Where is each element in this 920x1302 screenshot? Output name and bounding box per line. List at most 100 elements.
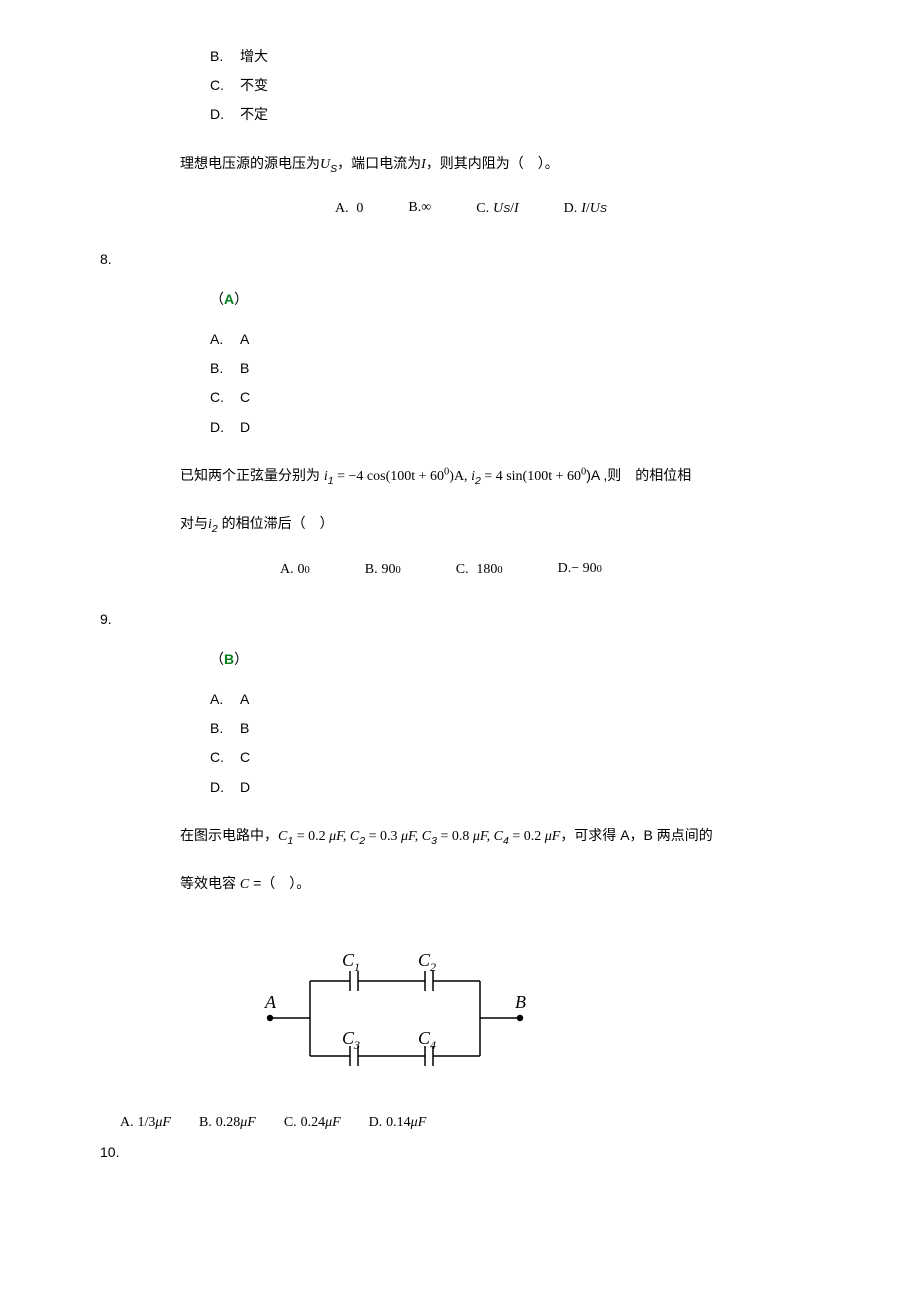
q9-options: A. A B. B C. C D. D: [210, 687, 820, 800]
q8-number: 8.: [100, 247, 820, 272]
q8-stem: 理想电压源的源电压为US，端口电流为I，则其内阻为（ ）。: [180, 148, 820, 181]
unit: μF,: [329, 829, 350, 844]
q9-answer-paren: （B）: [210, 647, 820, 672]
option-text: D: [240, 415, 250, 440]
var-c: C: [240, 877, 249, 892]
eq-part: )A,: [449, 469, 471, 484]
choice-value: 0.24: [301, 1110, 326, 1135]
paren-close: ）: [234, 291, 248, 307]
q8-options: A. A B. B C. C D. D: [210, 327, 820, 440]
choice-letter: D.: [369, 1110, 383, 1135]
label-c3s: 3: [353, 1038, 360, 1052]
paren-open: （: [210, 651, 224, 667]
option-letter: C.: [210, 385, 240, 410]
choice-us: U: [590, 196, 600, 221]
eq-val: = 0.3: [365, 829, 401, 844]
stem-text: 理想电压源的源电压为: [180, 155, 320, 171]
label-c2s: 2: [430, 960, 436, 974]
answer-choice-a: A. 1/3μF: [120, 1109, 171, 1135]
option-text: C: [240, 385, 250, 410]
choice-sub: S: [503, 200, 510, 219]
stem-text: =（ ）。: [249, 875, 310, 891]
answer-choice-d: D. − 900: [558, 556, 602, 582]
option-letter: B.: [210, 44, 240, 69]
option-letter: A.: [210, 687, 240, 712]
stem-text: ，端口电流为: [337, 155, 421, 171]
paren-open: （: [210, 291, 224, 307]
label-b: B: [515, 992, 526, 1012]
q9-stem-line2: 对与i2 的相位滞后（ ）: [180, 508, 820, 541]
label-c4s: 4: [430, 1038, 436, 1052]
option-letter: B.: [210, 356, 240, 381]
choice-sub: S: [600, 200, 607, 219]
unit: μF,: [473, 829, 494, 844]
answer-choice-b: B. 900: [365, 556, 401, 582]
option-text: D: [240, 775, 250, 800]
degree: 0: [305, 562, 310, 581]
q10-number: 10.: [100, 1140, 820, 1165]
option-text: B: [240, 356, 249, 381]
option-text: A: [240, 687, 249, 712]
q8-answer-row: A. 0 B. ∞ C. US/I D. I/US: [335, 195, 820, 221]
unit: μF: [545, 829, 561, 844]
q9-answer-row: A. 00 B. 900 C. 1800 D. − 900: [280, 556, 820, 582]
var-c4: C: [494, 829, 503, 844]
choice-letter: A.: [335, 196, 349, 221]
correct-answer: B: [224, 651, 234, 667]
q10-stem-line2: 等效电容 C =（ ）。: [180, 868, 820, 901]
choice-value: 90: [382, 557, 396, 582]
eq-part: )A ,则 的相位相: [586, 467, 691, 483]
var-c1: C: [278, 829, 287, 844]
q9-number: 9.: [100, 607, 820, 632]
stem-text: ，可求得 A，B 两点间的: [560, 827, 712, 843]
choice-letter: A.: [280, 557, 294, 582]
option-letter: D.: [210, 775, 240, 800]
answer-choice-c: C. US/I: [476, 195, 518, 221]
answer-choice-b: B. 0.28μF: [199, 1109, 256, 1135]
choice-letter: C.: [476, 196, 489, 221]
choice-letter: C.: [456, 557, 469, 582]
choice-letter: A.: [120, 1110, 134, 1135]
option-line: D. 不定: [210, 102, 820, 127]
stem-text: 已知两个正弦量分别为: [180, 467, 324, 483]
q10-stem: 在图示电路中，C1 = 0.2 μF, C2 = 0.3 μF, C3 = 0.…: [180, 820, 820, 853]
stem-text: ，则其内阻为（ ）。: [426, 155, 559, 171]
option-letter: D.: [210, 415, 240, 440]
unit: μF,: [401, 829, 422, 844]
choice-value: 0.14: [386, 1110, 411, 1135]
unit: μF: [240, 1110, 256, 1135]
paren-close: ）: [234, 651, 248, 667]
eq-val: = 0.8: [437, 829, 473, 844]
label-a: A: [264, 992, 277, 1012]
eq-part: = 4 sin(100t + 60: [481, 469, 581, 484]
answer-choice-b: B. ∞: [408, 195, 431, 221]
stem-text: 的相位滞后（ ）: [218, 515, 334, 531]
choice-value: ∞: [421, 195, 431, 220]
svg-text:C4: C4: [418, 1028, 436, 1052]
option-line: B. 增大: [210, 44, 820, 69]
option-text: 增大: [240, 44, 268, 69]
option-letter: C.: [210, 745, 240, 770]
q8-answer-paren: （A）: [210, 287, 820, 312]
answer-choice-d: D. 0.14μF: [369, 1109, 427, 1135]
label-c1s: 1: [354, 960, 360, 974]
unit: μF: [155, 1110, 171, 1135]
eq-val: = 0.2: [293, 829, 329, 844]
unit: μF: [325, 1110, 341, 1135]
option-line: C. 不变: [210, 73, 820, 98]
choice-value: 0.28: [216, 1110, 241, 1135]
option-text: 不变: [240, 73, 268, 98]
option-line: A. A: [210, 327, 820, 352]
option-text: B: [240, 716, 249, 741]
var-c2: C: [350, 829, 359, 844]
stem-text: 对与: [180, 515, 208, 531]
option-letter: D.: [210, 102, 240, 127]
option-line: D. D: [210, 775, 820, 800]
answer-choice-c: C. 1800: [456, 556, 503, 582]
choice-letter: D.: [558, 556, 572, 581]
option-letter: B.: [210, 716, 240, 741]
choice-letter: B.: [365, 557, 378, 582]
option-text: C: [240, 745, 250, 770]
option-letter: A.: [210, 327, 240, 352]
stem-text: 在图示电路中，: [180, 827, 278, 843]
